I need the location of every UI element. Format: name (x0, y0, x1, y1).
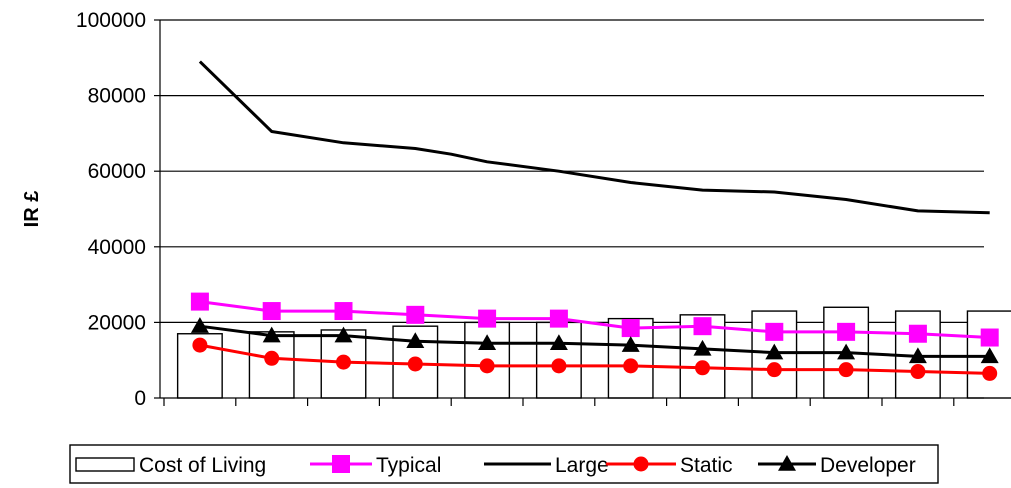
developer-point (980, 347, 999, 364)
typical-point (406, 305, 425, 324)
typical-point (908, 324, 927, 343)
developer-point (190, 317, 209, 333)
y-tick-label: 60000 (88, 160, 146, 183)
static-point (551, 358, 567, 374)
typical-point (765, 322, 784, 341)
static-point (264, 350, 280, 366)
developer-point (549, 334, 568, 350)
legend-swatch-cost-of-living (75, 457, 135, 472)
legend-marker-typical (332, 455, 350, 473)
developer-point (908, 347, 927, 364)
static-point (766, 362, 782, 378)
developer-point (406, 332, 425, 349)
developer-point (334, 326, 353, 343)
static-point (982, 365, 998, 381)
typical-point (262, 302, 281, 321)
static-point (695, 360, 710, 376)
developer-series-line (199, 324, 990, 358)
static-point (407, 356, 423, 372)
typical-point (621, 319, 640, 338)
y-tick-label: 0 (134, 387, 146, 410)
static-point (623, 358, 639, 374)
y-tick-label: 40000 (88, 236, 146, 259)
legend-label-large: Large (555, 454, 609, 477)
y-tick-label: 100000 (76, 9, 146, 32)
legend-marker-developer (778, 455, 796, 471)
static-point (336, 354, 351, 370)
developer-point (693, 339, 712, 356)
y-axis-title: IR £ (21, 191, 43, 228)
typical-point (478, 309, 497, 328)
typical-point (549, 309, 568, 328)
large-series-line (198, 60, 990, 215)
legend-label-typical: Typical (376, 454, 441, 477)
developer-point (262, 326, 281, 343)
static-point (910, 364, 926, 380)
typical-point (837, 322, 856, 341)
y-tick-label: 80000 (88, 85, 146, 108)
typical-point (334, 302, 353, 321)
legend-label-static: Static (680, 454, 733, 477)
legend-label-developer: Developer (820, 454, 916, 477)
y-tick-label: 20000 (88, 311, 146, 334)
typical-point (693, 317, 712, 336)
static-point (838, 362, 854, 378)
developer-point (478, 334, 497, 350)
static-point (479, 358, 495, 374)
developer-point (621, 336, 640, 352)
legend-marker-static (633, 456, 649, 472)
static-point (192, 337, 208, 353)
typical-point (190, 292, 209, 311)
developer-point (765, 343, 784, 360)
typical-series-line (199, 300, 990, 339)
static-series-line (199, 343, 990, 375)
typical-point (980, 328, 999, 347)
legend-label-cost-of-living: Cost of Living (139, 454, 266, 477)
developer-point (837, 343, 856, 360)
